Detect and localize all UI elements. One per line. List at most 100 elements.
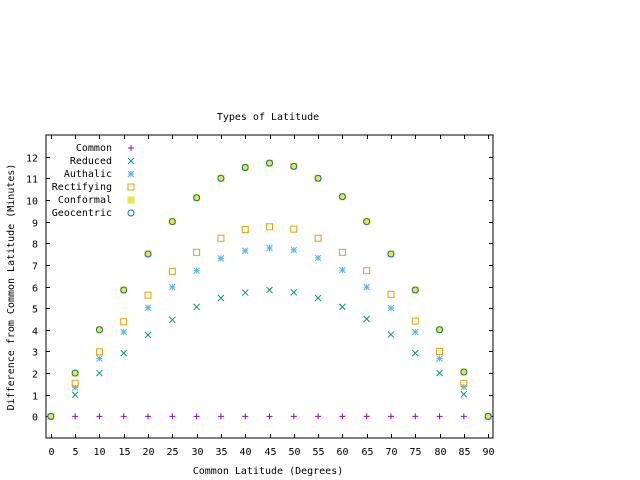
- y-axis-label: Difference from Common Latitude (Minutes…: [6, 164, 17, 411]
- data-point: [168, 316, 176, 324]
- data-point: [266, 159, 273, 167]
- y-tick-label: 0: [32, 413, 38, 424]
- data-point: [144, 291, 152, 299]
- data-point: [290, 288, 298, 296]
- data-point: [266, 413, 273, 420]
- data-point: [168, 267, 176, 275]
- data-point: [71, 369, 79, 377]
- x-tick-label: 55: [312, 447, 324, 458]
- data-point: [339, 303, 346, 311]
- data-point: [290, 413, 297, 420]
- data-point: [241, 226, 249, 234]
- data-point: [436, 413, 443, 420]
- data-point: [168, 283, 176, 291]
- legend-marker: [127, 157, 135, 165]
- data-point: [411, 317, 419, 325]
- data-point: [314, 234, 322, 242]
- data-point: [120, 286, 128, 294]
- data-point: [387, 290, 395, 298]
- data-points: [47, 159, 492, 420]
- legend-label: Geocentric: [52, 208, 112, 219]
- x-tick-label: 85: [458, 447, 470, 458]
- data-point: [193, 267, 200, 275]
- data-point: [120, 318, 128, 326]
- data-point: [436, 355, 443, 362]
- data-point: [363, 283, 371, 291]
- data-point: [95, 326, 103, 334]
- y-tick-label: 4: [32, 327, 38, 338]
- legend-marker: [127, 196, 135, 204]
- series-rectifying: [47, 223, 492, 420]
- x-tick-label: 40: [239, 447, 251, 458]
- data-point: [145, 413, 152, 420]
- y-tick-label: 8: [32, 240, 38, 251]
- data-point: [217, 255, 225, 262]
- x-tick-label: 90: [482, 447, 494, 458]
- data-point: [168, 218, 176, 226]
- data-point: [169, 413, 176, 420]
- legend-marker: [127, 170, 135, 178]
- data-point: [71, 391, 79, 399]
- data-point: [412, 413, 419, 420]
- data-point: [144, 331, 152, 339]
- x-tick-label: 35: [215, 447, 227, 458]
- x-tick-label: 5: [72, 447, 78, 458]
- x-tick-label: 0: [48, 447, 54, 458]
- y-tick-label: 5: [32, 305, 38, 316]
- data-point: [411, 286, 419, 294]
- plot-frame: [45, 134, 494, 439]
- x-tick-label: 10: [93, 447, 105, 458]
- data-point: [290, 246, 298, 254]
- data-point: [411, 328, 419, 336]
- data-point: [387, 413, 394, 420]
- data-point: [193, 194, 201, 202]
- data-point: [411, 349, 419, 357]
- data-point: [387, 331, 395, 338]
- legend-label: Reduced: [70, 156, 112, 167]
- data-point: [193, 303, 200, 311]
- data-point: [120, 328, 128, 336]
- chart-title: Types of Latitude: [217, 112, 319, 123]
- x-tick-label: 65: [361, 447, 373, 458]
- data-point: [217, 413, 224, 420]
- data-point: [95, 348, 103, 356]
- x-tick-label: 15: [118, 447, 130, 458]
- data-point: [193, 413, 200, 420]
- data-point: [387, 250, 395, 258]
- series-common: [47, 413, 492, 420]
- x-tick-label: 20: [142, 447, 154, 458]
- y-tick-label: 3: [32, 348, 38, 359]
- data-point: [217, 234, 225, 242]
- legend: Common Reduced Authalic Rectifying Conformal…: [52, 143, 135, 219]
- data-point: [71, 379, 79, 387]
- y-tick-label: 1: [32, 392, 38, 403]
- data-point: [241, 247, 249, 255]
- data-point: [339, 266, 346, 274]
- data-point: [484, 412, 492, 420]
- data-point: [338, 248, 346, 256]
- data-point: [315, 413, 322, 420]
- data-point: [96, 369, 103, 377]
- data-point: [460, 379, 468, 387]
- x-tick-label: 45: [264, 447, 276, 458]
- y-tick-label: 9: [32, 219, 38, 230]
- y-tick-label: 11: [26, 175, 38, 186]
- legend-label: Rectifying: [52, 182, 112, 193]
- x-tick-label: 50: [288, 447, 300, 458]
- data-point: [363, 218, 371, 226]
- data-point: [266, 286, 273, 294]
- data-point: [436, 326, 444, 334]
- legend-marker: [127, 209, 135, 217]
- data-point: [314, 294, 322, 302]
- data-point: [436, 347, 444, 355]
- y-tick-label: 7: [32, 262, 38, 273]
- data-point: [96, 413, 103, 420]
- data-point: [193, 248, 201, 256]
- x-axis: 0 5 10 15 20 25 30 35 40 45 50 55 60 65 70 75 80 85 90: [48, 135, 495, 458]
- data-point: [363, 315, 371, 323]
- data-point: [47, 412, 55, 420]
- data-point: [387, 304, 395, 312]
- data-point: [363, 267, 371, 275]
